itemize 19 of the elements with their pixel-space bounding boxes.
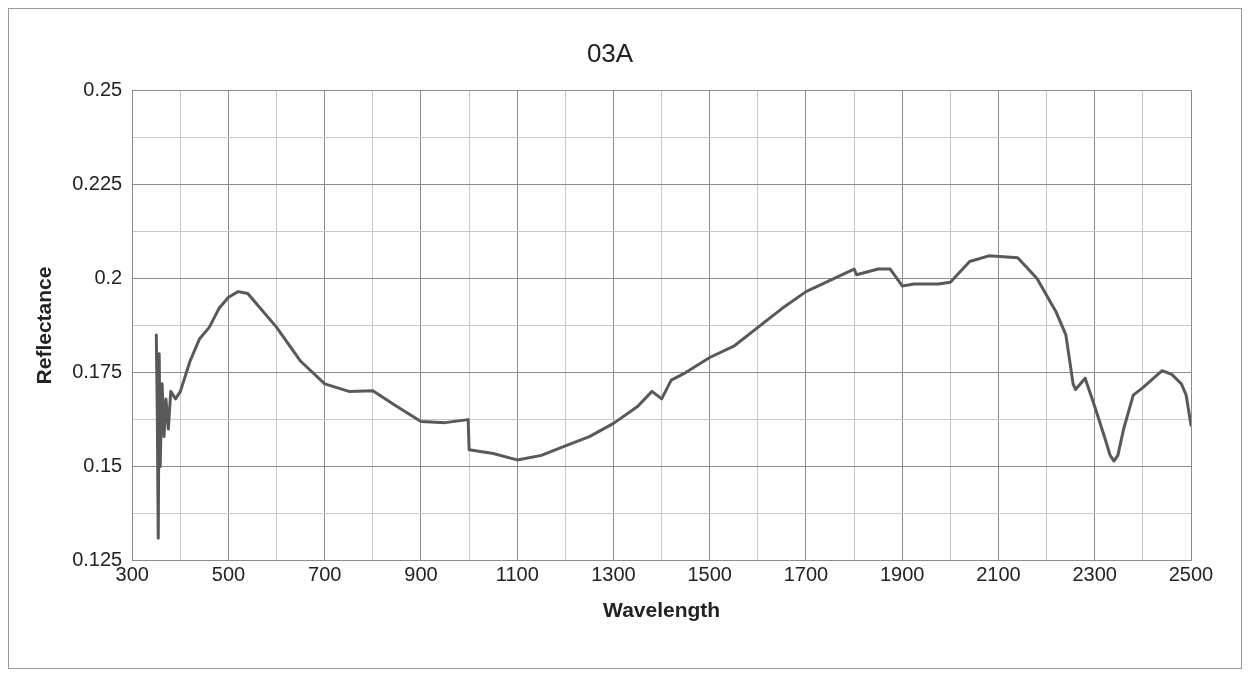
- x-tick-label: 700: [308, 563, 342, 586]
- x-tick-label: 2500: [1168, 563, 1214, 586]
- y-tick-label: 0.25: [83, 77, 123, 100]
- x-tick-label: 1300: [591, 563, 636, 586]
- y-tick-label: 0.2: [94, 265, 123, 288]
- x-tick-label: 500: [211, 563, 246, 586]
- x-tick-label: 900: [404, 563, 438, 586]
- x-tick-label: 2100: [976, 563, 1021, 586]
- x-axis-title: Wavelength: [603, 598, 721, 622]
- y-tick-label: 0.175: [72, 360, 123, 383]
- x-tick-label: 1700: [783, 563, 829, 586]
- y-axis-title: Reflectance: [32, 266, 56, 385]
- x-tick-label: 2300: [1072, 563, 1117, 586]
- chart-title: 03A: [586, 37, 634, 68]
- y-tick-label: 0.15: [83, 454, 123, 477]
- x-tick-label: 1900: [880, 563, 925, 586]
- x-tick-label: 1500: [687, 563, 732, 586]
- y-tick-label: 0.225: [72, 171, 123, 194]
- x-tick-label: 1100: [495, 563, 539, 586]
